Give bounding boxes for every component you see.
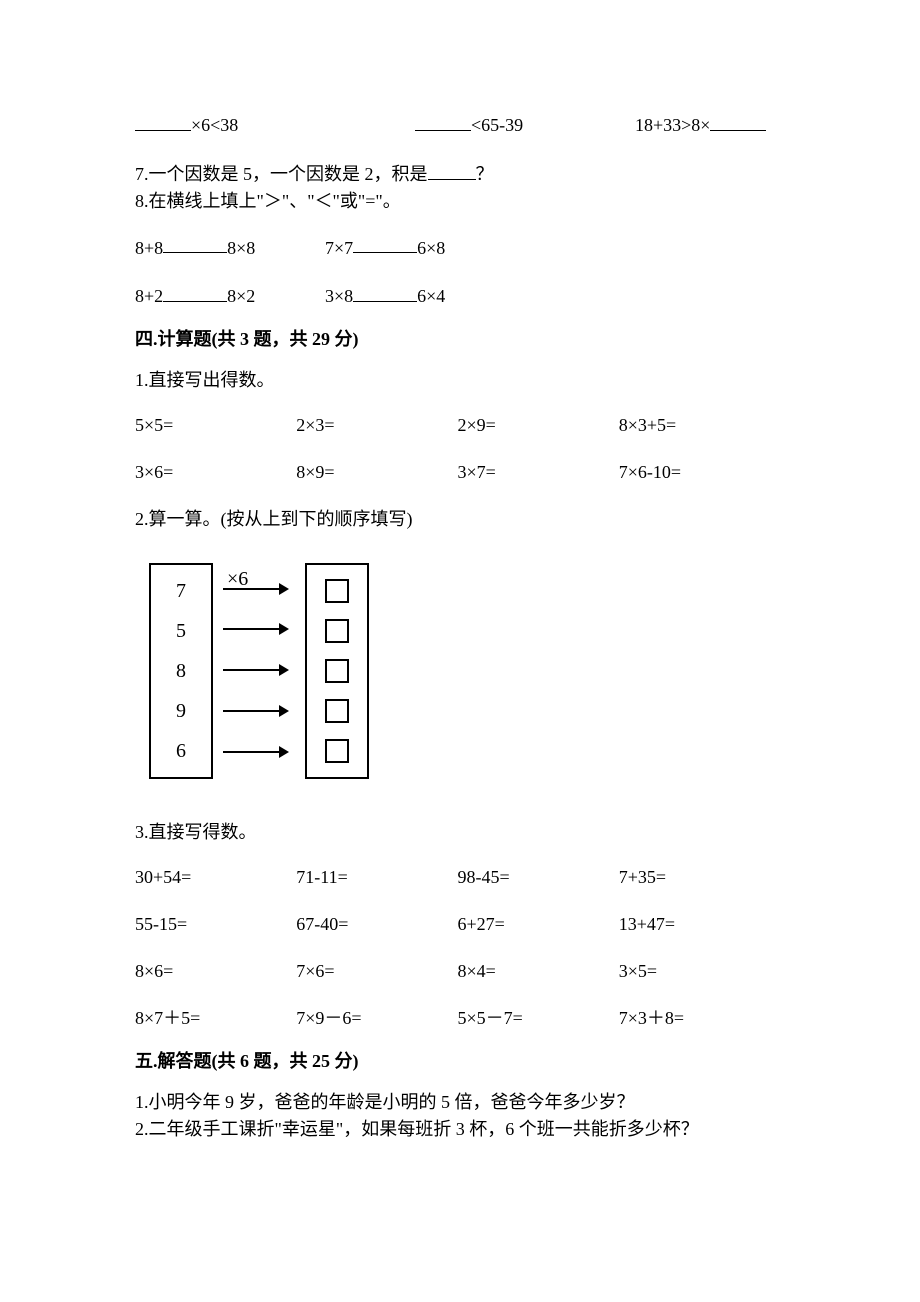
calc-cell[interactable]: 7×6-10= (619, 459, 780, 486)
arrow-icon (223, 588, 287, 590)
arrow-row (213, 610, 305, 650)
cmp-rhs: 6×4 (417, 286, 445, 306)
input-num: 9 (151, 691, 211, 731)
cmp-rhs: 6×8 (417, 237, 445, 257)
section-5-title: 五.解答题(共 6 题，共 25 分) (135, 1048, 780, 1075)
sec5-q1: 1.小明今年 9 岁，爸爸的年龄是小明的 5 倍，爸爸今年多少岁？ (135, 1089, 780, 1116)
answer-box[interactable] (325, 579, 349, 603)
input-num: 5 (151, 611, 211, 651)
question-7: 7.一个因数是 5，一个因数是 2，积是 ？ (135, 159, 780, 188)
fill-cell-1: ×6<38 (135, 110, 415, 139)
sec4-q1-title: 1.直接写出得数。 (135, 367, 780, 394)
arrow-row (213, 733, 305, 773)
calc-cell[interactable]: 8×9= (296, 459, 457, 486)
compare-row-2: 8+2 8×2 3×8 6×4 (135, 281, 780, 310)
cmp-rhs: 8×8 (227, 237, 255, 257)
calc-row: 8×6= 7×6= 8×4= 3×5= (135, 958, 780, 985)
calc-cell[interactable]: 8×4= (458, 958, 619, 985)
cmp-rhs: 8×2 (227, 286, 255, 306)
input-column: 7 5 8 9 6 (149, 563, 213, 779)
q7-text: 7.一个因数是 5，一个因数是 2，积是 (135, 164, 428, 184)
calc-cell[interactable]: 71-11= (296, 864, 457, 891)
calc-row: 5×5= 2×3= 2×9= 8×3+5= (135, 412, 780, 439)
answer-box[interactable] (325, 619, 349, 643)
calc-cell[interactable]: 7×9－6= (296, 1005, 457, 1032)
fill-blank-row: ×6<38 <65-39 18+33>8× (135, 110, 780, 139)
sec5-q2: 2.二年级手工课折"幸运星"，如果每班折 3 杯，6 个班一共能折多少杯？ (135, 1116, 780, 1143)
input-num: 8 (151, 651, 211, 691)
fill-3-text: 18+33>8× (635, 115, 710, 135)
fill-cell-2: <65-39 (415, 110, 635, 139)
fill-1-text: ×6<38 (191, 115, 238, 135)
cmp-cell: 8+8 8×8 (135, 233, 325, 262)
input-num: 6 (151, 731, 211, 771)
calc-row: 8×7＋5= 7×9－6= 5×5－7= 7×3＋8= (135, 1005, 780, 1032)
blank-input[interactable] (353, 233, 417, 254)
calc-cell[interactable]: 3×7= (458, 459, 619, 486)
answer-box[interactable] (325, 659, 349, 683)
cmp-lhs: 3×8 (325, 286, 353, 306)
blank-input[interactable] (163, 281, 227, 302)
q8-text: 8.在横线上填上"＞"、"＜"或"="。 (135, 191, 401, 211)
input-num: 7 (151, 571, 211, 611)
calc-cell[interactable]: 2×9= (458, 412, 619, 439)
cmp-cell: 7×7 6×8 (325, 233, 445, 262)
arrow-icon (223, 669, 287, 671)
calc-cell[interactable]: 30+54= (135, 864, 296, 891)
answer-box[interactable] (325, 699, 349, 723)
calc-cell[interactable]: 8×6= (135, 958, 296, 985)
fill-cell-3: 18+33>8× (635, 110, 766, 139)
q7-tail: ？ (476, 164, 494, 184)
fill-2-text: <65-39 (471, 115, 523, 135)
calc-cell[interactable]: 7×3＋8= (619, 1005, 780, 1032)
blank-input[interactable] (353, 281, 417, 302)
calc-cell[interactable]: 55-15= (135, 911, 296, 938)
arrow-row: ×6 (213, 570, 305, 610)
arrow-icon (223, 751, 287, 753)
calc-cell[interactable]: 6+27= (458, 911, 619, 938)
cmp-lhs: 7×7 (325, 237, 353, 257)
calc-cell[interactable]: 5×5－7= (458, 1005, 619, 1032)
compare-row-1: 8+8 8×8 7×7 6×8 (135, 233, 780, 262)
calc-cell[interactable]: 98-45= (458, 864, 619, 891)
cmp-lhs: 8+8 (135, 237, 163, 257)
sec4-q3-title: 3.直接写得数。 (135, 819, 780, 846)
arrow-icon (223, 710, 287, 712)
calc-cell[interactable]: 8×3+5= (619, 412, 780, 439)
calc-cell[interactable]: 67-40= (296, 911, 457, 938)
sec4-q2-title: 2.算一算。(按从上到下的顺序填写) (135, 506, 780, 533)
arrow-row (213, 692, 305, 732)
arrow-icon (223, 628, 287, 630)
calc-row: 3×6= 8×9= 3×7= 7×6-10= (135, 459, 780, 486)
blank-input[interactable] (415, 110, 471, 131)
calc-cell[interactable]: 13+47= (619, 911, 780, 938)
answer-box[interactable] (325, 739, 349, 763)
blank-input[interactable] (163, 233, 227, 254)
calc-diagram: 7 5 8 9 6 ×6 (149, 563, 780, 779)
cmp-cell: 8+2 8×2 (135, 281, 325, 310)
section-4-title: 四.计算题(共 3 题，共 29 分) (135, 326, 780, 353)
cmp-lhs: 8+2 (135, 286, 163, 306)
cmp-cell: 3×8 6×4 (325, 281, 445, 310)
page: ×6<38 <65-39 18+33>8× 7.一个因数是 5，一个因数是 2，… (0, 0, 920, 1302)
calc-cell[interactable]: 7+35= (619, 864, 780, 891)
calc-row: 30+54= 71-11= 98-45= 7+35= (135, 864, 780, 891)
calc-cell[interactable]: 3×5= (619, 958, 780, 985)
calc-cell[interactable]: 3×6= (135, 459, 296, 486)
calc-cell[interactable]: 2×3= (296, 412, 457, 439)
calc-cell[interactable]: 7×6= (296, 958, 457, 985)
calc-cell[interactable]: 5×5= (135, 412, 296, 439)
blank-input[interactable] (428, 159, 476, 180)
output-column (305, 563, 369, 779)
calc-cell[interactable]: 8×7＋5= (135, 1005, 296, 1032)
blank-input[interactable] (710, 110, 766, 131)
question-8: 8.在横线上填上"＞"、"＜"或"="。 (135, 188, 780, 215)
arrow-row (213, 651, 305, 691)
calc-row: 55-15= 67-40= 6+27= 13+47= (135, 911, 780, 938)
arrow-column: ×6 (213, 563, 305, 779)
blank-input[interactable] (135, 110, 191, 131)
